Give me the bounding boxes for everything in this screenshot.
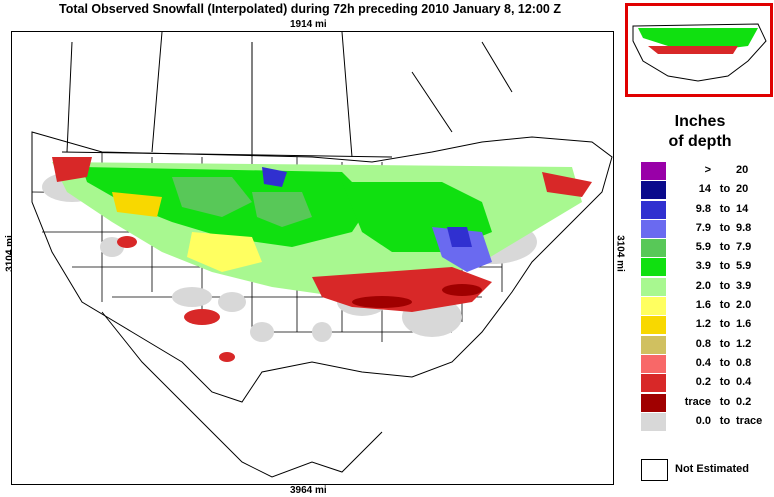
- legend-high: 0.4: [736, 376, 752, 389]
- legend-low: 9.8: [695, 202, 711, 215]
- legend-swatch: [641, 335, 666, 354]
- legend-sep: to: [719, 279, 731, 292]
- overview-inset-map[interactable]: [625, 3, 773, 97]
- snowfall-bands: [52, 162, 582, 297]
- legend-high: 9.8: [736, 221, 752, 234]
- inset-map-svg: [632, 23, 767, 82]
- legend-high: 20: [736, 164, 749, 176]
- legend-high: 1.6: [736, 318, 752, 331]
- legend-swatch: [641, 219, 666, 238]
- mexico-outline: [101, 311, 383, 478]
- legend-sep: to: [719, 183, 731, 196]
- legend-low: 1.6: [695, 299, 711, 312]
- legend-swatch: [641, 277, 666, 296]
- legend-high: trace: [736, 414, 763, 427]
- legend-low: 1.2: [695, 318, 711, 331]
- northern-border-line: [61, 151, 393, 158]
- snowfall-map-svg: [31, 32, 613, 478]
- legend-swatch: [641, 239, 666, 258]
- legend-swatch: [641, 162, 666, 180]
- legend-sep: to: [719, 260, 731, 273]
- trace-fringe: [352, 284, 482, 308]
- not-estimated-swatch: [641, 459, 668, 481]
- legend-low: 14: [698, 183, 711, 196]
- us-land-outline: [31, 131, 613, 403]
- legend-swatch: [641, 393, 666, 412]
- top-width-label: 1914 mi: [290, 19, 327, 30]
- legend-sep: to: [719, 241, 731, 254]
- legend-low: 2.0: [695, 279, 711, 292]
- inset-snow-fringe: [648, 46, 738, 54]
- legend-swatch: [641, 412, 666, 431]
- legend-low: 3.9: [695, 260, 711, 273]
- legend-title-line1: Inches: [674, 113, 726, 130]
- legend-high: 2.0: [736, 299, 752, 312]
- legend-low: trace: [684, 395, 711, 408]
- snowfall-map[interactable]: [11, 31, 614, 485]
- legend-low: 0.0: [695, 414, 711, 427]
- legend-low: 0.8: [695, 337, 711, 350]
- legend-high: 1.2: [736, 337, 752, 350]
- legend-swatch: [641, 258, 666, 277]
- legend-sep: to: [719, 318, 731, 331]
- legend-swatch: [641, 316, 666, 335]
- legend-sep: to: [719, 202, 731, 215]
- legend-high: 20: [736, 183, 749, 196]
- legend-title: Inches of depth: [640, 112, 760, 152]
- legend-high: 7.9: [736, 241, 752, 254]
- canada-provinces-lines: [66, 32, 513, 158]
- inset-us-outline: [632, 23, 767, 82]
- legend-high: 0.8: [736, 356, 752, 369]
- legend-low: 5.9: [695, 241, 711, 254]
- legend-sep: to: [719, 221, 731, 234]
- map-title: Total Observed Snowfall (Interpolated) d…: [59, 2, 561, 16]
- not-estimated-label: Not Estimated: [675, 463, 749, 475]
- legend-low: >: [704, 164, 711, 176]
- legend-sep: to: [719, 356, 731, 369]
- legend-high: 3.9: [736, 279, 752, 292]
- legend-sep: to: [719, 395, 731, 408]
- right-height-label: 3104 mi: [614, 235, 626, 272]
- legend-low: 0.4: [695, 356, 711, 369]
- legend-swatch: [641, 374, 666, 393]
- legend-sep: to: [719, 414, 731, 427]
- inset-snow-band: [638, 28, 758, 51]
- legend-high: 14: [736, 202, 749, 215]
- legend-sep: to: [719, 337, 731, 350]
- legend-low: 0.2: [695, 376, 711, 389]
- legend-high: 0.2: [736, 395, 752, 408]
- legend-low: 7.9: [695, 221, 711, 234]
- legend-sep: to: [719, 376, 731, 389]
- bottom-width-label: 3964 mi: [290, 485, 327, 496]
- legend-swatch: [641, 297, 666, 316]
- legend-swatch: [641, 200, 666, 219]
- legend-sep: to: [719, 299, 731, 312]
- legend-title-line2: of depth: [668, 133, 732, 150]
- legend-swatch: [641, 181, 666, 200]
- legend-swatch: [641, 354, 666, 373]
- legend-high: 5.9: [736, 260, 752, 273]
